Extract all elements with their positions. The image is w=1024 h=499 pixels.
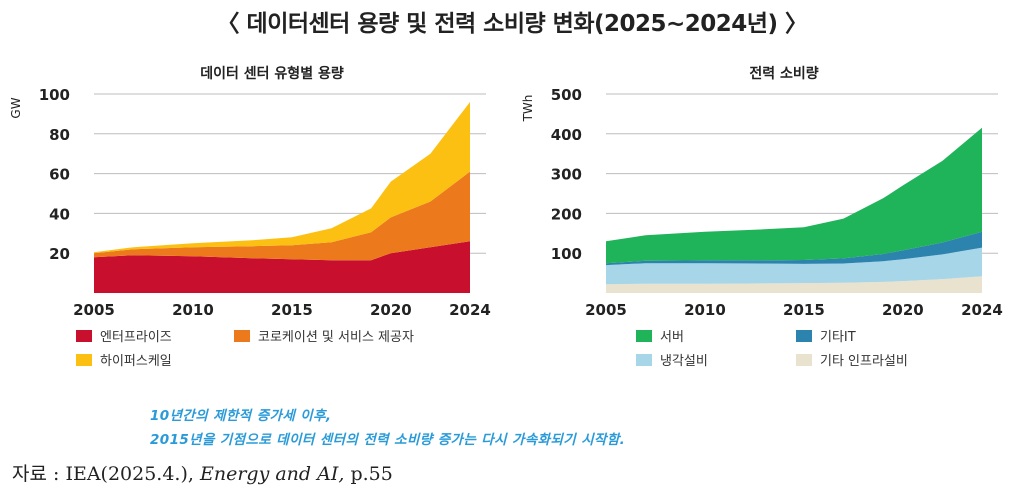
source-journal: Energy and AI, xyxy=(199,463,345,485)
area-series-냉각설비 xyxy=(606,247,982,285)
legend-label: 냉각설비 xyxy=(660,354,708,369)
y-tick-label: 40 xyxy=(49,205,70,223)
source-prefix: 자료 : IEA(2025.4.), xyxy=(12,463,194,485)
y-axis-label: GW xyxy=(9,97,23,118)
x-tick-label: 2024 xyxy=(961,301,1003,319)
area-series-하이퍼스케일 xyxy=(94,102,470,254)
figure-title: 〈 데이터센터 용량 및 전력 소비량 변화(2025~2024년) 〉 xyxy=(216,11,808,37)
chart-title: 데이터 센터 유형별 용량 xyxy=(200,65,344,82)
legend-swatch xyxy=(636,354,652,366)
y-tick-label: 80 xyxy=(49,126,70,144)
legend-label: 엔터프라이즈 xyxy=(100,330,172,345)
note-line-2: 2015년을 기점으로 데이터 센터의 전력 소비량 증가는 다시 가속화되기 … xyxy=(150,432,626,448)
x-tick-label: 2010 xyxy=(172,301,214,319)
x-tick-label: 2015 xyxy=(783,301,825,319)
y-tick-label: 500 xyxy=(551,86,582,104)
y-tick-label: 100 xyxy=(39,86,70,104)
y-tick-label: 100 xyxy=(551,245,582,263)
x-tick-label: 2020 xyxy=(370,301,412,319)
legend-swatch xyxy=(234,330,250,342)
legend-label: 기타 인프라설비 xyxy=(820,354,908,369)
legend-swatch xyxy=(796,354,812,366)
legend-label: 기타IT xyxy=(820,330,856,345)
legend-label: 하이퍼스케일 xyxy=(100,354,172,369)
chart-title: 전력 소비량 xyxy=(749,65,818,82)
y-axis-label: TWh xyxy=(521,95,535,123)
legend-swatch xyxy=(636,330,652,342)
y-tick-label: 20 xyxy=(49,245,70,263)
y-tick-label: 300 xyxy=(551,166,582,184)
x-tick-label: 2024 xyxy=(449,301,491,319)
area-series-서버 xyxy=(606,127,982,264)
y-tick-label: 60 xyxy=(49,166,70,184)
x-tick-label: 2020 xyxy=(882,301,924,319)
legend-swatch xyxy=(796,330,812,342)
legend-label: 서버 xyxy=(660,330,684,345)
area-series-엔터프라이즈 xyxy=(94,241,470,293)
x-tick-label: 2005 xyxy=(585,301,627,319)
capacity-chart: 데이터 센터 유형별 용량 GW 20 40 60 80 100 2005 2010 2015 20… xyxy=(9,65,491,369)
area-series-기타-인프라설비 xyxy=(606,276,982,293)
source-page: p.55 xyxy=(350,463,393,485)
legend-swatch xyxy=(76,354,92,366)
source-citation: 자료 : IEA(2025.4.), Energy and AI, p.55 xyxy=(12,459,393,486)
x-tick-label: 2010 xyxy=(684,301,726,319)
x-tick-label: 2005 xyxy=(73,301,115,319)
y-tick-label: 400 xyxy=(551,126,582,144)
x-tick-label: 2015 xyxy=(271,301,313,319)
power-consumption-chart: 전력 소비량 TWh 100 200 300 400 500 2005 2010 2015 2020… xyxy=(521,65,1003,369)
legend-swatch xyxy=(76,330,92,342)
area-series-코로케이션-및-서비스-제공자 xyxy=(94,171,470,261)
legend-label: 코로케이션 및 서비스 제공자 xyxy=(258,330,414,345)
note-line-1: 10년간의 제한적 증가세 이후, xyxy=(150,408,332,424)
y-tick-label: 200 xyxy=(551,205,582,223)
area-series-기타IT xyxy=(606,231,982,266)
